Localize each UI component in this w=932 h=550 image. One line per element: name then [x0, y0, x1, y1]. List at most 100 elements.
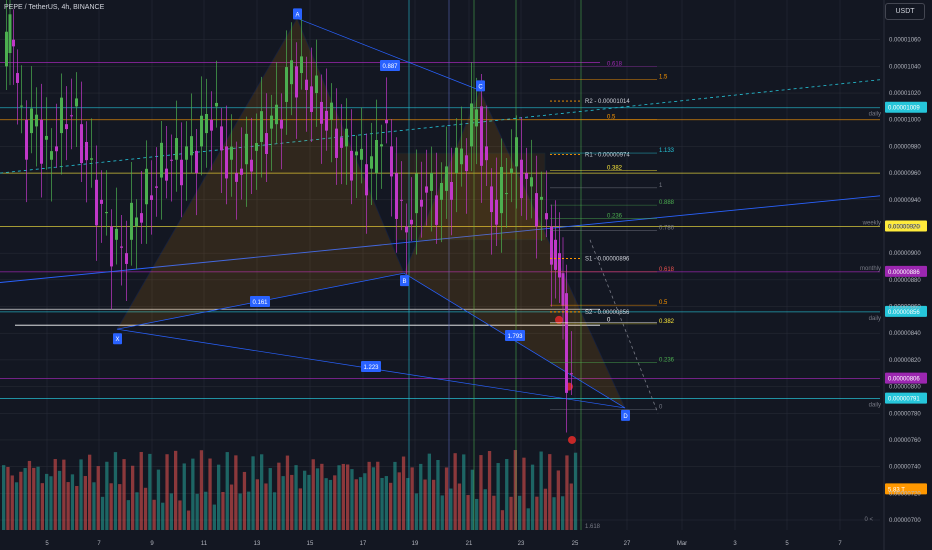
price-tick-label: 0.00000860 — [889, 305, 921, 311]
time-tick-label: 11 — [201, 541, 208, 547]
volume-bar — [556, 470, 560, 530]
candle-body — [65, 124, 68, 130]
candle-body — [205, 113, 208, 134]
candle-body — [115, 228, 118, 240]
candle-body — [410, 219, 413, 225]
volume-bar — [522, 457, 526, 530]
candle-body — [5, 31, 8, 67]
candle-body — [430, 173, 433, 191]
candle-body — [120, 246, 123, 248]
volume-bar — [161, 502, 165, 530]
candle-body — [60, 97, 63, 134]
candle-body — [530, 177, 533, 187]
price-tick-label: 0.00000960 — [889, 171, 921, 177]
candle-body — [220, 126, 223, 151]
volume-bar — [487, 450, 492, 530]
candle-body — [280, 119, 283, 129]
volume-bar — [505, 459, 509, 530]
chart-title: PEPE / TetherUS, 4h, BINANCE — [4, 4, 105, 11]
volume-bar — [444, 467, 449, 530]
candle-body — [265, 133, 268, 154]
candle-body — [70, 115, 73, 117]
price-tick-label: 0.00000800 — [889, 385, 921, 391]
volume-bar — [573, 452, 578, 530]
time-tick-label: 19 — [412, 541, 419, 547]
candle-body — [55, 146, 58, 152]
pattern-point-label: D — [623, 414, 628, 420]
volume-bar — [92, 482, 96, 530]
volume-bar — [156, 469, 161, 530]
candle-body — [425, 186, 428, 193]
ratio-label: 0.161 — [252, 300, 268, 306]
axis-price-badge — [885, 483, 927, 495]
candle-body — [375, 139, 378, 174]
time-tick-label: 5 — [785, 541, 789, 547]
candle-body — [175, 138, 178, 160]
volume-bar — [105, 461, 109, 530]
volume-bar — [457, 483, 462, 530]
candlesticks — [5, 0, 573, 433]
axis-side-tag: daily — [869, 112, 881, 118]
volume-bar — [509, 496, 513, 530]
candle-body — [250, 159, 253, 172]
candle-body — [20, 105, 23, 107]
volume-bar — [152, 499, 156, 530]
candle-body — [50, 151, 53, 160]
volume-bar — [500, 510, 505, 530]
candle-body — [45, 135, 48, 140]
candle-body — [140, 213, 143, 223]
candle-body — [215, 102, 218, 107]
candle-body — [485, 146, 488, 161]
target-dot — [568, 435, 576, 444]
candle-body — [525, 173, 528, 179]
volume-bar — [268, 468, 272, 530]
candle-body — [305, 79, 308, 91]
pivot-label: S2 - 0.00000856 — [585, 310, 630, 316]
axis-price-badge — [885, 392, 927, 404]
axis-price-badge-text: 0.00000920 — [888, 224, 920, 230]
volume-bar — [53, 459, 57, 530]
candle-body — [135, 217, 138, 227]
candle-body — [535, 193, 538, 227]
candle-body — [80, 124, 83, 164]
candle-body — [540, 196, 543, 200]
price-tick-label: 0.00000780 — [889, 411, 921, 417]
fib-label: 0 — [607, 318, 611, 324]
volume-bar — [143, 487, 148, 530]
time-tick-label: 5 — [45, 541, 49, 547]
pivot-label: S1 - 0.00000896 — [585, 256, 630, 262]
time-tick-label: 17 — [360, 541, 367, 547]
volume-bar — [70, 474, 75, 530]
candle-body — [25, 119, 28, 160]
volume-bar — [315, 468, 320, 530]
volume-bar — [414, 493, 419, 530]
candle-body — [558, 253, 561, 278]
pivot-label: R2 - 0.00001014 — [585, 99, 630, 105]
price-tick-label: 0.00000900 — [889, 251, 921, 257]
volume-bar — [285, 455, 290, 530]
candle-body — [200, 115, 203, 147]
candle-body — [395, 173, 398, 219]
volume-bar — [453, 453, 457, 530]
volume-bar — [49, 476, 53, 530]
currency-button[interactable]: USDT — [885, 3, 925, 20]
time-tick-label: Mar — [677, 541, 687, 547]
volume-bar — [311, 459, 315, 530]
candle-body — [255, 143, 258, 151]
chart-drawings — [0, 0, 881, 530]
axis-side-tag: daily — [869, 403, 881, 409]
pattern-point-label: B — [402, 279, 406, 285]
candle-body — [350, 150, 353, 181]
candle-body — [315, 75, 318, 94]
volume-bar — [449, 488, 453, 530]
axis-price-badge-text: 0.00000791 — [888, 397, 920, 403]
volume-bar — [281, 476, 285, 530]
fib-label: 0.5 — [607, 115, 616, 121]
price-tick-label: 0.00000700 — [889, 518, 921, 524]
candle-body — [245, 133, 248, 165]
candle-body — [505, 193, 508, 195]
candle-body — [345, 128, 348, 147]
axis-price-badge — [885, 220, 927, 232]
candle-body — [515, 137, 518, 167]
